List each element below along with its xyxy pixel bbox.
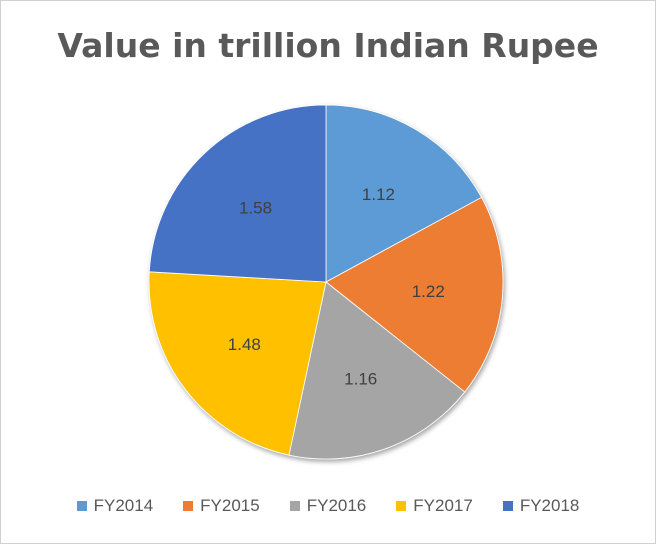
pie-slice-fy2016	[288, 281, 466, 460]
pie-labels: 1.12 1.22 1.16 1.48 1.58	[228, 185, 445, 389]
legend-label: FY2018	[519, 496, 580, 515]
pie-slice-fy2014	[325, 104, 483, 283]
pie-slice-fy2018	[148, 104, 327, 283]
data-label-fy2016: 1.16	[344, 370, 377, 389]
legend-label: FY2017	[413, 496, 473, 515]
legend-item-fy2018: FY2018	[502, 496, 580, 516]
pie-slice-fy2015	[325, 196, 504, 393]
legend-item-fy2016: FY2016	[289, 496, 367, 516]
pie-slice-fy2017	[148, 271, 327, 456]
pie-slices	[148, 104, 504, 460]
chart-title: Value in trillion Indian Rupee	[57, 26, 599, 65]
data-label-fy2018: 1.58	[239, 198, 272, 217]
legend-swatch	[76, 501, 87, 511]
legend-label: FY2015	[200, 496, 260, 515]
legend: FY2014 FY2015 FY2016 FY2017 FY2018	[0, 496, 656, 516]
legend-item-fy2017: FY2017	[396, 496, 473, 516]
legend-swatch	[502, 501, 513, 511]
legend-item-fy2015: FY2015	[183, 496, 260, 516]
data-label-fy2014: 1.12	[362, 185, 395, 204]
legend-label: FY2014	[93, 496, 154, 515]
data-label-fy2015: 1.22	[412, 282, 445, 301]
legend-label: FY2016	[306, 496, 367, 515]
legend-swatch	[289, 501, 300, 511]
legend-swatch	[183, 501, 194, 511]
legend-swatch	[396, 501, 407, 511]
legend-item-fy2014: FY2014	[76, 496, 154, 516]
data-label-fy2017: 1.48	[228, 335, 261, 354]
